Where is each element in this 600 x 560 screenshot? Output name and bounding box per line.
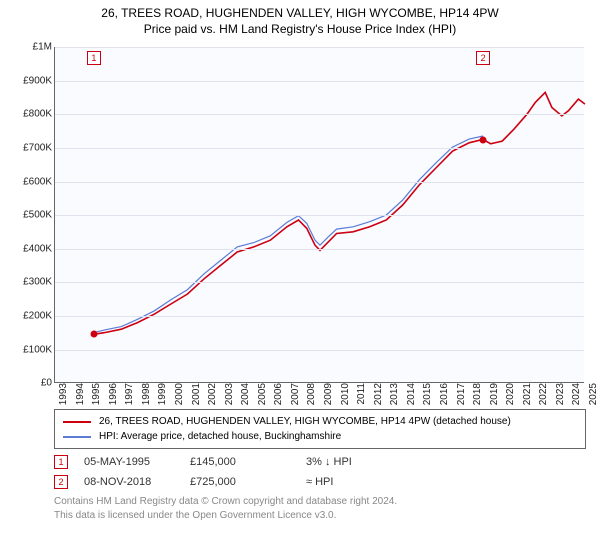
gridline	[55, 215, 584, 216]
x-tick-label: 2021	[522, 383, 533, 405]
y-tick-label: £800K	[12, 109, 52, 120]
event-marker-icon: 2	[476, 51, 490, 65]
x-tick-label: 2024	[571, 383, 582, 405]
legend-item: HPI: Average price, detached house, Buck…	[63, 429, 577, 444]
event-date: 08-NOV-2018	[74, 476, 184, 488]
event-delta: 3% ↓ HPI	[306, 456, 396, 468]
x-tick-label: 2017	[456, 383, 467, 405]
x-tick-label: 1995	[91, 383, 102, 405]
events-table: 1 05-MAY-1995 £145,000 3% ↓ HPI 2 08-NOV…	[54, 455, 586, 489]
x-tick-label: 2019	[489, 383, 500, 405]
event-marker-icon: 1	[54, 455, 68, 469]
y-tick-label: £300K	[12, 277, 52, 288]
y-tick-label: £400K	[12, 243, 52, 254]
x-tick-label: 1996	[108, 383, 119, 405]
x-tick-label: 2018	[472, 383, 483, 405]
event-delta: ≈ HPI	[306, 476, 396, 488]
x-tick-label: 1998	[141, 383, 152, 405]
legend-label: HPI: Average price, detached house, Buck…	[99, 429, 341, 444]
event-date: 05-MAY-1995	[74, 456, 184, 468]
y-tick-label: £900K	[12, 75, 52, 86]
gridline	[55, 350, 584, 351]
gridline	[55, 148, 584, 149]
chart-container: 26, TREES ROAD, HUGHENDEN VALLEY, HIGH W…	[0, 0, 600, 560]
x-tick-label: 1994	[75, 383, 86, 405]
gridline	[55, 114, 584, 115]
legend-swatch	[63, 421, 91, 423]
x-tick-label: 2023	[555, 383, 566, 405]
x-tick-label: 2003	[224, 383, 235, 405]
gridline	[55, 47, 584, 48]
event-dot	[480, 136, 487, 143]
event-row: 2 08-NOV-2018 £725,000 ≈ HPI	[54, 475, 586, 489]
series-line	[94, 93, 585, 335]
footnote-line: Contains HM Land Registry data © Crown c…	[54, 495, 586, 509]
gridline	[55, 81, 584, 82]
gridline	[55, 282, 584, 283]
x-tick-label: 2013	[389, 383, 400, 405]
x-tick-label: 1997	[124, 383, 135, 405]
y-tick-label: £200K	[12, 310, 52, 321]
x-tick-label: 2022	[538, 383, 549, 405]
x-tick-label: 2012	[373, 383, 384, 405]
x-tick-label: 2015	[422, 383, 433, 405]
event-marker-icon: 1	[87, 51, 101, 65]
x-tick-label: 2006	[273, 383, 284, 405]
legend-item: 26, TREES ROAD, HUGHENDEN VALLEY, HIGH W…	[63, 414, 577, 429]
chart-subtitle: Price paid vs. HM Land Registry's House …	[14, 22, 586, 38]
y-tick-label: £1M	[12, 42, 52, 53]
gridline	[55, 182, 584, 183]
x-tick-label: 2002	[207, 383, 218, 405]
event-row: 1 05-MAY-1995 £145,000 3% ↓ HPI	[54, 455, 586, 469]
legend-box: 26, TREES ROAD, HUGHENDEN VALLEY, HIGH W…	[54, 409, 586, 449]
x-tick-label: 2014	[406, 383, 417, 405]
x-tick-label: 1999	[157, 383, 168, 405]
footnote-line: This data is licensed under the Open Gov…	[54, 509, 586, 523]
x-tick-label: 2001	[191, 383, 202, 405]
chart-title-address: 26, TREES ROAD, HUGHENDEN VALLEY, HIGH W…	[14, 6, 586, 22]
x-tick-label: 2004	[240, 383, 251, 405]
x-tick-label: 2007	[290, 383, 301, 405]
footnote: Contains HM Land Registry data © Crown c…	[54, 495, 586, 522]
x-tick-label: 2000	[174, 383, 185, 405]
event-marker-icon: 2	[54, 475, 68, 489]
x-tick-label: 2005	[257, 383, 268, 405]
x-tick-label: 2009	[323, 383, 334, 405]
x-tick-label: 2020	[505, 383, 516, 405]
legend-label: 26, TREES ROAD, HUGHENDEN VALLEY, HIGH W…	[99, 414, 511, 429]
series-line	[94, 136, 483, 333]
legend-swatch	[63, 436, 91, 438]
gridline	[55, 316, 584, 317]
x-tick-label: 1993	[58, 383, 69, 405]
event-price: £145,000	[190, 456, 300, 468]
x-tick-label: 2011	[356, 383, 367, 405]
title-block: 26, TREES ROAD, HUGHENDEN VALLEY, HIGH W…	[14, 6, 586, 37]
y-tick-label: £0	[12, 378, 52, 389]
y-tick-label: £500K	[12, 210, 52, 221]
gridline	[55, 249, 584, 250]
chart-area: 12 £0£100K£200K£300K£400K£500K£600K£700K…	[14, 43, 586, 405]
x-tick-label: 2008	[306, 383, 317, 405]
event-price: £725,000	[190, 476, 300, 488]
y-tick-label: £700K	[12, 142, 52, 153]
plot-region: 12	[54, 47, 584, 383]
y-tick-label: £100K	[12, 344, 52, 355]
y-tick-label: £600K	[12, 176, 52, 187]
x-tick-label: 2016	[439, 383, 450, 405]
x-tick-label: 2025	[588, 383, 599, 405]
x-tick-label: 2010	[340, 383, 351, 405]
event-dot	[90, 331, 97, 338]
